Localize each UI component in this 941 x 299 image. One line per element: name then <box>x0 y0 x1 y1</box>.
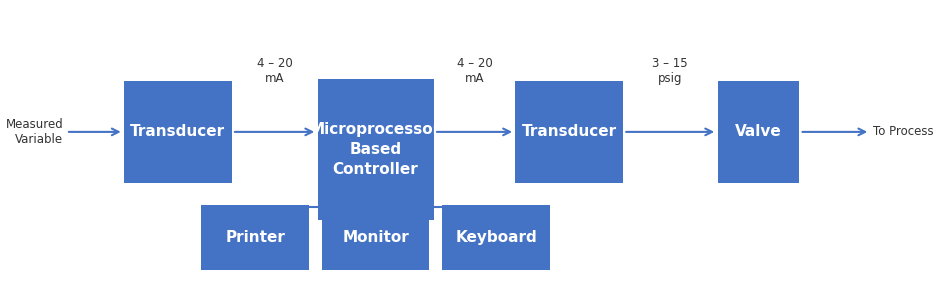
Text: Microprocessor
Based
Controller: Microprocessor Based Controller <box>310 122 441 177</box>
Text: 4 – 20
mA: 4 – 20 mA <box>456 57 492 85</box>
Text: Measured
Variable: Measured Variable <box>6 118 63 146</box>
FancyBboxPatch shape <box>442 205 550 270</box>
Text: 4 – 20
mA: 4 – 20 mA <box>257 57 293 85</box>
Text: To Process: To Process <box>872 125 933 138</box>
FancyBboxPatch shape <box>322 205 429 270</box>
FancyBboxPatch shape <box>717 80 799 183</box>
Text: Keyboard: Keyboard <box>455 230 537 245</box>
FancyBboxPatch shape <box>516 80 623 183</box>
Text: Printer: Printer <box>225 230 285 245</box>
Text: Transducer: Transducer <box>521 124 616 139</box>
FancyBboxPatch shape <box>201 205 309 270</box>
FancyBboxPatch shape <box>124 80 231 183</box>
Text: Transducer: Transducer <box>130 124 225 139</box>
Text: Valve: Valve <box>735 124 782 139</box>
FancyBboxPatch shape <box>317 79 434 220</box>
Text: 3 – 15
psig: 3 – 15 psig <box>652 57 688 85</box>
Text: Monitor: Monitor <box>343 230 409 245</box>
